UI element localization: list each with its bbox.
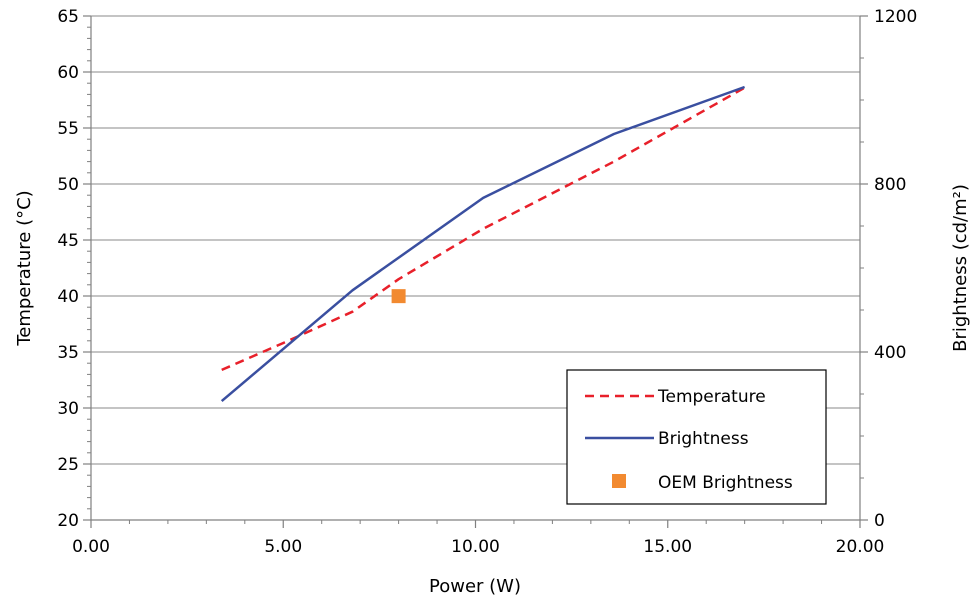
tick-labels: 20 25 30 35 40 45 50 55 60 65 0 400 800 1200 0.00 5.00 1…: [57, 7, 917, 557]
legend: Temperature Brightness OEM Brightness: [566, 369, 827, 505]
y-left-axis-title: Temperature (°C): [14, 190, 35, 346]
series: [220, 85, 746, 403]
legend-label-temperature: Temperature: [657, 387, 766, 407]
y-right-tick-label: 800: [874, 175, 906, 195]
x-tick-label: 10.00: [451, 537, 500, 557]
y-left-tick-label: 65: [57, 7, 79, 27]
y-left-tick-label: 40: [57, 287, 79, 307]
y-left-tick-label: 50: [57, 175, 79, 195]
y-right-tick-label: 0: [874, 511, 885, 531]
y-left-tick-label: 30: [57, 399, 79, 419]
y-left-tick-label: 60: [57, 63, 79, 83]
grid: [91, 15, 860, 465]
y-left-tick-label: 25: [57, 455, 79, 475]
x-tick-label: 0.00: [72, 537, 110, 557]
y-left-tick-label: 55: [57, 119, 79, 139]
x-axis-title: Power (W): [429, 576, 521, 597]
y-left-tick-label: 20: [57, 511, 79, 531]
oem-brightness-point: [391, 289, 406, 304]
y-right-axis-title: Brightness (cd/m²): [950, 184, 971, 352]
legend-swatch-oem-brightness: [612, 474, 626, 488]
y-left-tick-label: 35: [57, 343, 79, 363]
y-right-tick-label: 400: [874, 343, 906, 363]
x-tick-label: 20.00: [836, 537, 885, 557]
legend-label-brightness: Brightness: [658, 429, 749, 449]
axes: [83, 15, 868, 528]
y-left-tick-label: 45: [57, 231, 79, 251]
legend-label-oem-brightness: OEM Brightness: [658, 473, 793, 493]
brightness-line: [220, 85, 746, 403]
x-tick-label: 15.00: [643, 537, 692, 557]
temperature-line: [221, 86, 746, 372]
y-right-tick-label: 1200: [874, 7, 917, 27]
x-tick-label: 5.00: [264, 537, 302, 557]
